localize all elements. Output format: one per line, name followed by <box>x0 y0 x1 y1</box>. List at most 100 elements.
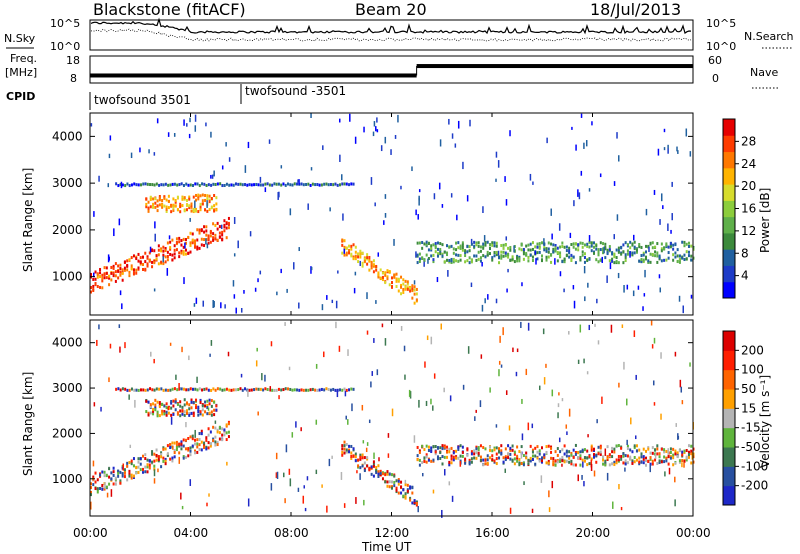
echo-cell <box>196 438 199 442</box>
colorbar-tick-label: -200 <box>741 479 768 493</box>
echo-cell <box>424 361 426 368</box>
echo-cell <box>180 249 183 253</box>
echo-cell <box>493 241 496 245</box>
echo-cell <box>163 404 166 408</box>
echo-cell <box>160 387 163 391</box>
echo-cell <box>225 387 228 391</box>
echo-cell <box>137 252 140 256</box>
echo-cell <box>139 462 142 466</box>
y-tick-label: 1000 <box>52 472 83 486</box>
echo-cell <box>674 452 677 456</box>
echo-cell <box>284 183 287 187</box>
echo-cell <box>436 455 439 459</box>
echo-cell <box>441 444 444 448</box>
echo-cell <box>188 204 191 208</box>
nave-tick-bottom: 0 <box>712 72 719 85</box>
echo-cell <box>402 488 405 492</box>
echo-cell <box>291 388 294 392</box>
echo-cell <box>166 268 169 276</box>
echo-cell <box>227 216 230 220</box>
echo-cell <box>595 454 598 458</box>
echo-cell <box>416 253 419 257</box>
echo-cell <box>586 242 589 246</box>
colorbar-swatch <box>723 427 735 448</box>
echo-cell <box>525 244 528 248</box>
echo-cell <box>203 182 206 186</box>
echo-cell <box>336 183 339 187</box>
echo-cell <box>302 495 305 504</box>
echo-cell <box>343 239 346 243</box>
echo-cell <box>536 445 539 449</box>
echo-cell <box>427 241 430 245</box>
freq-label-line1: Freq. <box>10 52 37 65</box>
echo-cell <box>218 225 221 229</box>
echo-cell <box>681 256 684 260</box>
echo-cell <box>207 446 210 450</box>
echo-cell <box>409 496 412 500</box>
echo-cell <box>93 211 95 217</box>
echo-cell <box>411 289 414 293</box>
echo-cell <box>500 254 503 258</box>
echo-cell <box>581 250 584 254</box>
echo-cell <box>183 413 186 417</box>
echo-cell <box>676 146 678 152</box>
echo-cell <box>388 480 391 484</box>
echo-cell <box>188 355 190 361</box>
echo-cell <box>640 260 643 264</box>
echo-cell <box>99 268 102 272</box>
echo-cell <box>579 454 582 458</box>
echo-cell <box>418 257 421 261</box>
echo-cell <box>529 248 532 252</box>
echo-cell <box>450 461 453 465</box>
echo-cell <box>172 404 175 408</box>
echo-cell <box>413 288 416 292</box>
echo-cell <box>223 428 226 432</box>
echo-cell <box>241 388 244 392</box>
echo-cell <box>529 242 532 246</box>
echo-cell <box>551 233 553 240</box>
x-tick-label: 00:00 <box>676 526 711 540</box>
echo-cell <box>624 259 627 263</box>
echo-cell <box>194 182 197 186</box>
echo-cell <box>161 203 164 207</box>
echo-cell <box>101 279 104 283</box>
echo-cell <box>502 327 504 336</box>
echo-cell <box>683 240 686 244</box>
echo-cell <box>574 242 577 246</box>
echo-cell <box>153 288 156 292</box>
echo-cell <box>286 288 288 293</box>
echo-cell <box>667 148 669 154</box>
echo-cell <box>304 507 307 512</box>
echo-cell <box>529 173 532 181</box>
echo-cell <box>611 462 614 466</box>
echo-cell <box>617 454 620 458</box>
echo-cell <box>90 493 92 497</box>
echo-cell <box>687 444 690 448</box>
echo-cell <box>197 193 200 197</box>
echo-cell <box>480 354 483 359</box>
echo-cell <box>153 152 156 156</box>
echo-cell <box>264 182 267 186</box>
echo-cell <box>613 460 616 464</box>
echo-cell <box>626 454 629 458</box>
echo-cell <box>404 483 407 487</box>
echo-cell <box>181 409 184 413</box>
echo-cell <box>277 387 280 391</box>
echo-cell <box>481 261 483 267</box>
echo-cell <box>525 451 528 455</box>
echo-cell <box>94 282 97 286</box>
echo-cell <box>375 471 378 475</box>
echo-cell <box>452 251 455 255</box>
echo-cell <box>315 469 318 475</box>
echo-cell <box>640 258 643 262</box>
echo-cell <box>92 287 95 291</box>
echo-cell <box>99 275 102 279</box>
echo-cell <box>175 374 177 380</box>
echo-cell <box>334 388 337 392</box>
echo-cell <box>455 456 458 460</box>
echo-cell <box>205 436 208 440</box>
echo-cell <box>415 502 418 506</box>
echo-cell <box>455 253 458 257</box>
echo-cell <box>681 450 684 454</box>
echo-cell <box>432 258 435 262</box>
